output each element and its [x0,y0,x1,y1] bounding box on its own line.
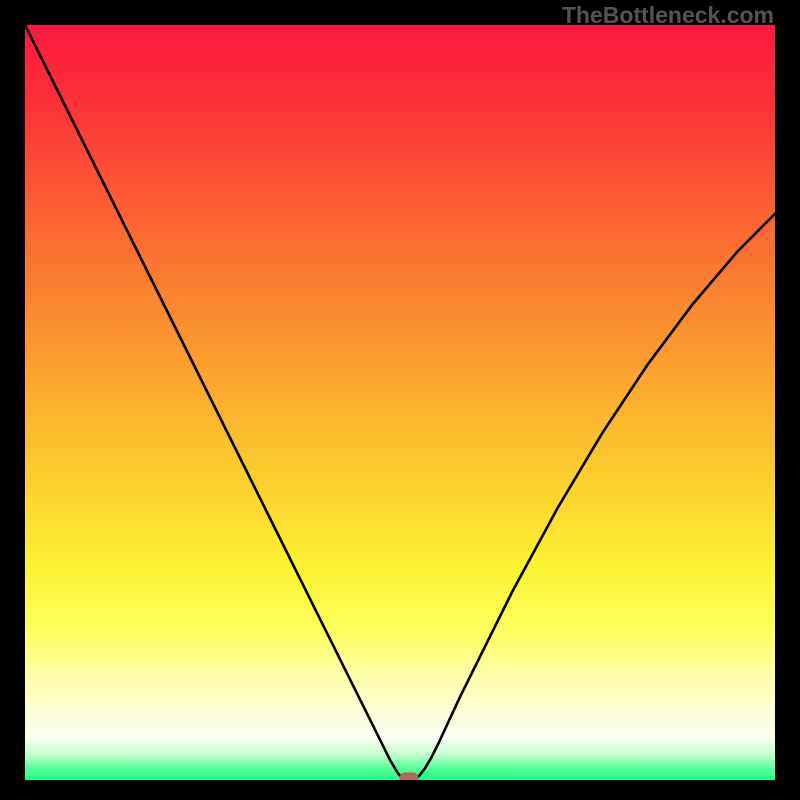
gradient-background [25,25,775,780]
optimal-point-marker [400,772,419,780]
plot-area [25,25,775,780]
watermark-text: TheBottleneck.com [562,2,774,29]
bottleneck-curve-svg [25,25,775,780]
